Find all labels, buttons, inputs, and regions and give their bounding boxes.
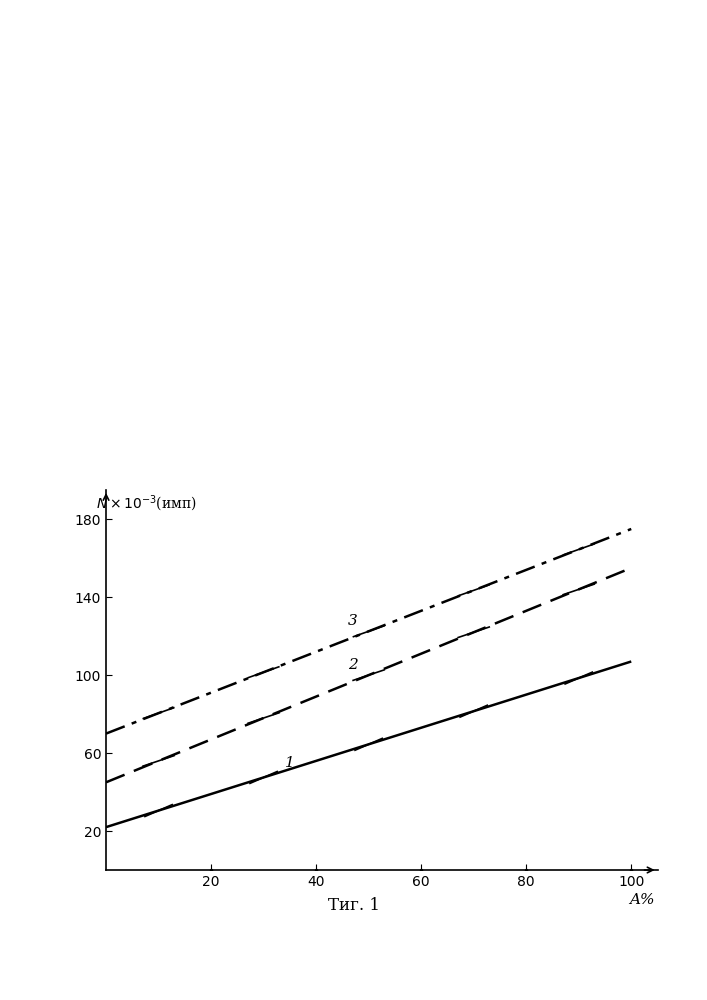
Text: 2: 2 [348,658,358,672]
Text: Τиг. 1: Τиг. 1 [327,896,380,914]
Text: 3: 3 [348,614,358,628]
Text: $N \times 10^{-3}$(имп): $N \times 10^{-3}$(имп) [95,494,197,514]
Text: 1: 1 [285,756,295,770]
Text: A%: A% [629,893,655,907]
